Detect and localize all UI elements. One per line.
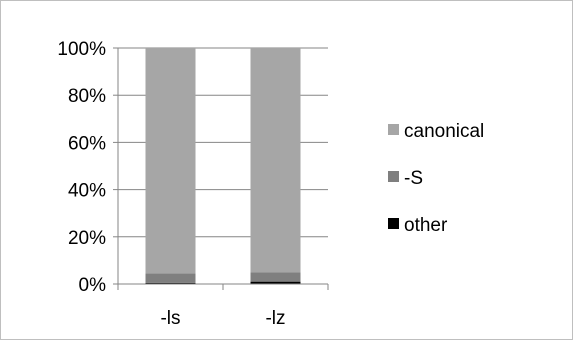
- legend-swatch: [388, 124, 399, 135]
- bar-segment-other-1: [250, 281, 301, 284]
- y-tick-label: 100%: [57, 39, 106, 60]
- y-axis-tick-labels: 0% 20% 40% 60% 80% 100%: [57, 39, 106, 296]
- bar-segment-s-0: [145, 273, 196, 283]
- y-tick-label: 40%: [68, 181, 106, 202]
- axes: [113, 47, 329, 290]
- bar-segment-canonical-1: [250, 48, 301, 273]
- bars: [145, 48, 301, 284]
- bar-segment-other-0: [145, 282, 196, 284]
- y-tick-label: 80%: [68, 86, 106, 107]
- legend-label: canonical: [404, 121, 484, 142]
- bar-segment-canonical-0: [145, 48, 196, 274]
- legend: canonical -S other: [388, 121, 484, 236]
- y-tick-label: 60%: [68, 133, 106, 154]
- y-tick-label: 0%: [79, 275, 107, 296]
- legend-label: -S: [404, 168, 423, 189]
- y-tick-label: 20%: [68, 228, 106, 249]
- x-tick-label: -ls: [160, 308, 180, 329]
- x-tick-label: -lz: [265, 308, 285, 329]
- legend-swatch: [388, 218, 399, 229]
- bar-segment-s-1: [250, 272, 301, 282]
- x-axis-tick-labels: -ls -lz: [160, 308, 285, 329]
- legend-label: other: [404, 215, 448, 236]
- legend-swatch: [388, 171, 399, 182]
